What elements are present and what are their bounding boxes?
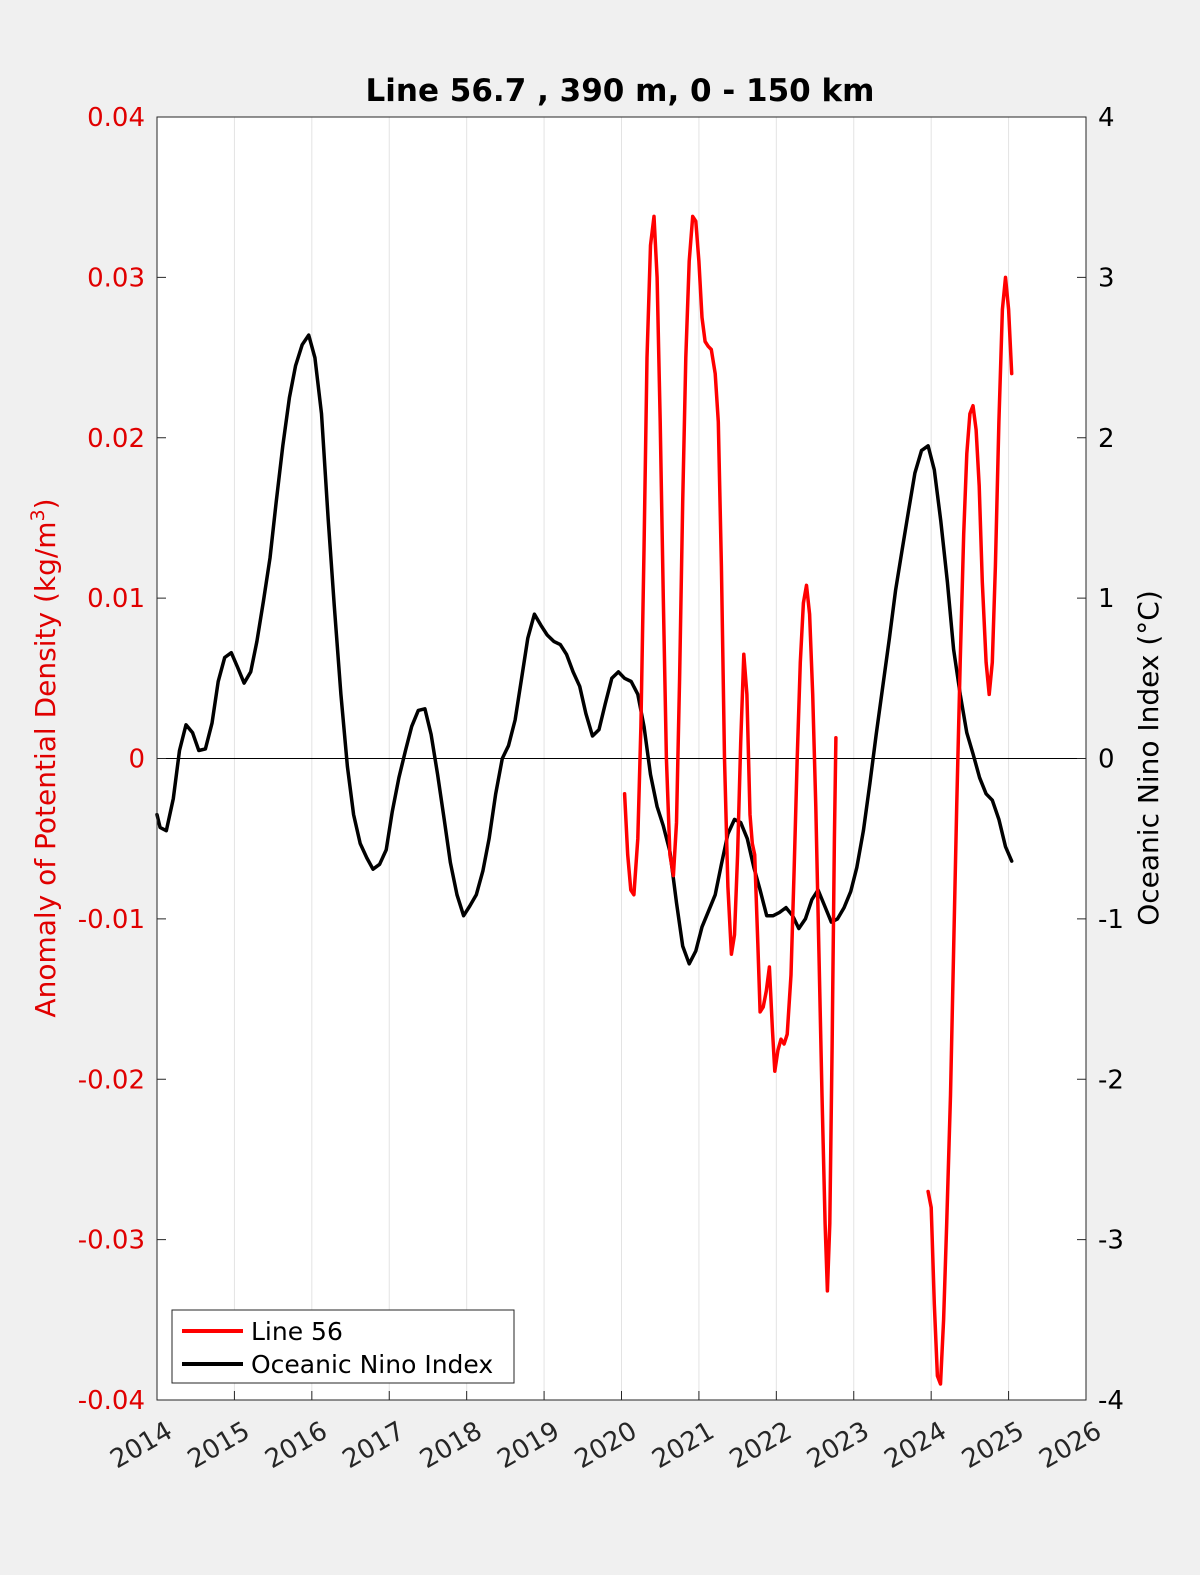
y-left-tick-label: -0.01	[78, 905, 145, 935]
legend: Line 56 Oceanic Nino Index	[171, 1309, 515, 1384]
y-right-tick-label: 2	[1098, 424, 1115, 454]
y-axis-right: 4 3 2 1 0 -1 -2 -3 -4	[1077, 103, 1124, 1416]
series-line-line-56-segment-1	[622, 214, 838, 1293]
y-left-tick-label: 0.01	[87, 584, 145, 614]
chart-title: Line 56.7 , 390 m, 0 - 150 km	[366, 73, 875, 109]
y-axis-left-label: Anomaly of Potential Density (kg/m3)	[27, 498, 62, 1017]
y-right-tick-label: -3	[1098, 1226, 1124, 1256]
y-axis-right-label: Oceanic Nino Index (°C)	[1132, 590, 1165, 926]
series-layer	[155, 214, 1014, 1386]
y-left-tick-label: -0.02	[78, 1065, 145, 1095]
legend-label-oni: Oceanic Nino Index	[251, 1350, 493, 1379]
series-line-line-56-segment-2	[926, 275, 1014, 1386]
y-left-tick-label: 0.04	[87, 103, 145, 133]
y-right-tick-label: -2	[1098, 1065, 1124, 1095]
y-axis-left-label-close: )	[29, 498, 62, 509]
series-line-oceanic-nino-index	[155, 333, 1014, 966]
y-right-tick-label: -1	[1098, 905, 1124, 935]
y-left-tick-label: -0.03	[78, 1226, 145, 1256]
y-axis-left-label-main: Anomaly of Potential Density (kg/m	[29, 521, 62, 1017]
y-axis-left: 0.04 0.03 0.02 0.01 0 -0.01 -0.02 -0.03 -0.04	[78, 103, 166, 1416]
y-axis-left-label-superscript: 3	[27, 509, 49, 521]
y-right-tick-label: 4	[1098, 103, 1115, 133]
legend-label-line-56: Line 56	[251, 1317, 343, 1346]
y-left-tick-label: 0	[128, 745, 145, 775]
y-right-tick-label: 3	[1098, 263, 1115, 293]
y-right-tick-label: -4	[1098, 1386, 1124, 1416]
y-right-tick-label: 1	[1098, 584, 1115, 614]
legend-box	[171, 1309, 515, 1384]
y-left-tick-label: -0.04	[78, 1386, 145, 1416]
y-right-tick-label: 0	[1098, 745, 1115, 775]
y-left-tick-label: 0.02	[87, 424, 145, 454]
y-left-tick-label: 0.03	[87, 263, 145, 293]
